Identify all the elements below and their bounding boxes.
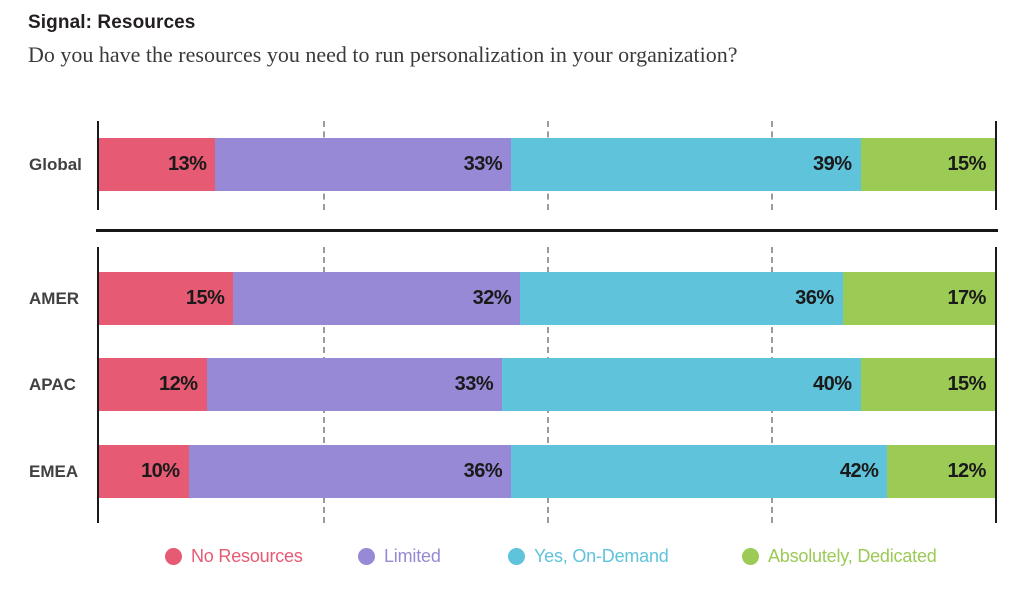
segment-value-label: 33% [454, 373, 494, 395]
category-label: Global [29, 154, 82, 174]
segment-value-label: 42% [839, 460, 879, 482]
legend-dot-icon [742, 548, 759, 565]
bar-segment: 39% [511, 138, 861, 191]
bar-segment: 10% [99, 445, 189, 498]
segment-value-label: 15% [185, 287, 225, 309]
bar-segment: 12% [887, 445, 995, 498]
bar-segment: 36% [520, 272, 843, 325]
chart-question: Do you have the resources you need to ru… [28, 42, 738, 67]
legend-item: Limited [358, 546, 508, 567]
bar-segment: 42% [511, 445, 888, 498]
segment-value-label: 15% [947, 373, 986, 395]
bar-segment: 15% [99, 272, 234, 325]
legend-dot-icon [358, 548, 375, 565]
segment-value-label: 40% [813, 373, 852, 395]
bar-segment: 15% [860, 138, 995, 191]
chart-title: Signal: Resources [28, 12, 196, 33]
segment-value-label: 33% [463, 153, 503, 175]
category-label: EMEA [29, 461, 79, 481]
legend-dot-icon [165, 548, 182, 565]
bar-segment: 32% [233, 272, 521, 325]
bar-row-global: Global 13% 33% 39% 15% [29, 138, 995, 191]
section-divider [96, 229, 998, 232]
legend-label: Absolutely, Dedicated [768, 546, 937, 566]
segment-value-label: 32% [472, 287, 512, 309]
segment-value-label: 36% [795, 287, 834, 309]
legend-dot-icon [508, 548, 525, 565]
category-label: APAC [29, 374, 76, 394]
segment-value-label: 39% [813, 153, 852, 175]
chart-legend: No Resources Limited Yes, On-Demand Absolut… [165, 546, 937, 567]
legend-label: No Resources [191, 546, 303, 566]
bar-row-amer: AMER 15% 32% 36% 17% [29, 272, 995, 325]
bar-row-emea: EMEA 10% 36% 42% 12% [29, 445, 995, 498]
legend-label: Limited [384, 546, 441, 566]
bar-segment: 15% [860, 358, 995, 411]
legend-item: No Resources [165, 546, 358, 567]
segment-value-label: 12% [947, 460, 986, 482]
segment-value-label: 15% [947, 153, 986, 175]
bar-segment: 33% [206, 358, 503, 411]
legend-label: Yes, On-Demand [534, 546, 669, 566]
bar-segment: 40% [502, 358, 861, 411]
segment-value-label: 13% [167, 153, 207, 175]
global-chart-section: Global 13% 33% 39% 15% [29, 121, 997, 210]
bar-segment: 36% [188, 445, 512, 498]
segment-value-label: 36% [463, 460, 503, 482]
bar-segment: 33% [215, 138, 512, 191]
segment-value-label: 12% [158, 373, 198, 395]
category-label: AMER [29, 288, 80, 308]
segment-value-label: 10% [141, 460, 180, 482]
legend-item: Absolutely, Dedicated [742, 546, 937, 567]
segment-value-label: 17% [947, 287, 986, 309]
bar-segment: 17% [842, 272, 995, 325]
regions-chart-section: AMER 15% 32% 36% 17% APAC 12% 33% 40% 15% EMEA 10% 3… [29, 247, 997, 523]
legend-item: Yes, On-Demand [508, 546, 742, 567]
bar-row-apac: APAC 12% 33% 40% 15% [29, 358, 995, 411]
bar-segment: 12% [99, 358, 207, 411]
bar-segment: 13% [99, 138, 216, 191]
